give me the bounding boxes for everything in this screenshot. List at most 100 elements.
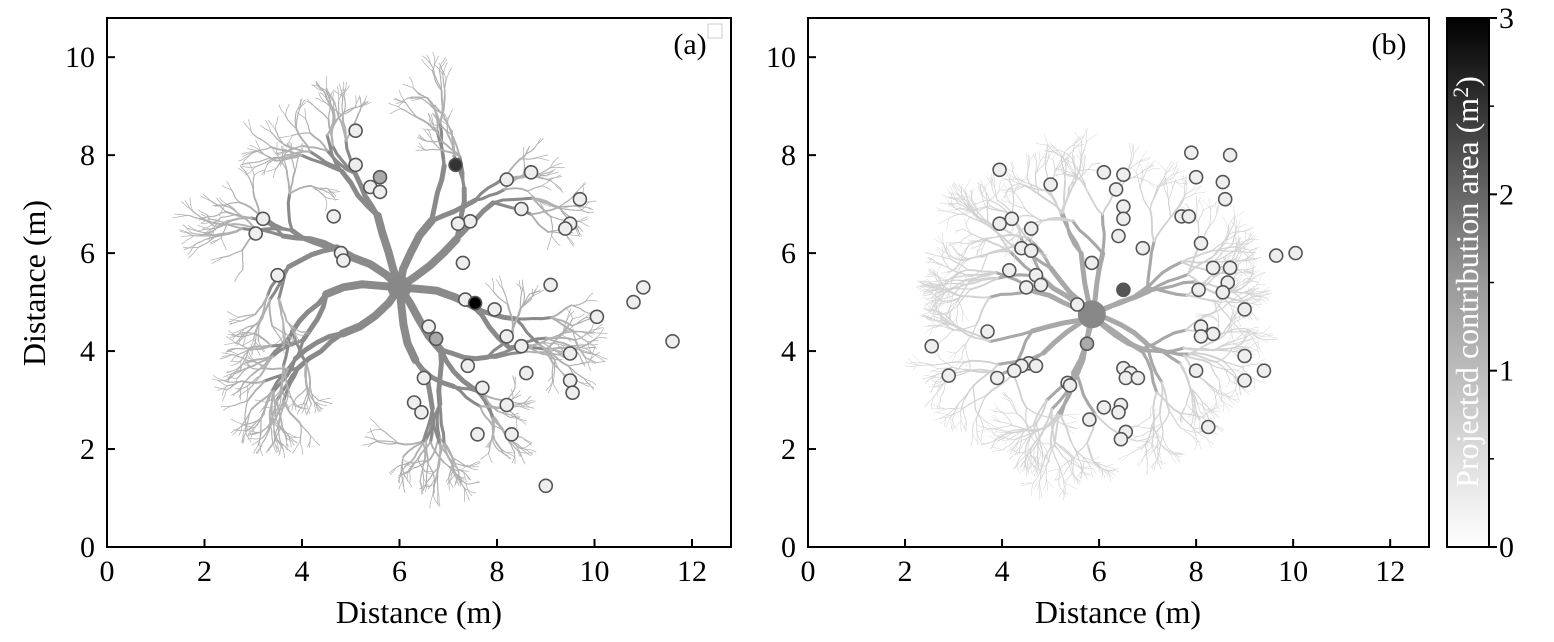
channel-segment — [1159, 412, 1164, 438]
channel-segment — [932, 381, 942, 386]
channel-segment — [933, 310, 936, 321]
channel-segment — [928, 327, 934, 338]
channel-segment — [314, 401, 328, 406]
points-a — [248, 123, 680, 494]
channel-segment — [1196, 197, 1202, 209]
channel-segment — [577, 380, 590, 387]
channel-segment — [1106, 470, 1114, 479]
channel-segment — [1027, 434, 1031, 456]
channel-segment — [559, 337, 572, 340]
channel-segment — [1179, 412, 1203, 418]
channel-segment — [388, 466, 398, 474]
channel-segment — [294, 332, 307, 336]
channel-segment — [1224, 254, 1232, 260]
channel-segment — [567, 361, 590, 367]
channel-segment — [182, 247, 199, 249]
channel-segment — [934, 415, 947, 421]
channel-segment — [1242, 276, 1256, 288]
channel-segment — [241, 161, 255, 165]
channel-segment — [254, 399, 268, 403]
data-point — [1215, 174, 1231, 190]
channel-segment — [404, 475, 413, 487]
channel-segment — [438, 121, 449, 136]
channel-segment — [451, 456, 460, 474]
colorbar-title-main: Projected contribution area (m — [1449, 98, 1485, 488]
channel-segment — [468, 460, 480, 467]
channel-segment — [422, 478, 425, 489]
channel-segment — [952, 419, 958, 431]
channel-segment — [1250, 330, 1259, 340]
channel-segment — [1140, 349, 1159, 394]
channel-segment — [274, 389, 282, 408]
channel-segment — [1024, 207, 1043, 222]
channel-segment — [964, 178, 972, 190]
channel-segment — [255, 139, 261, 152]
channel-segment — [579, 201, 590, 211]
channel-segment — [283, 389, 290, 408]
channel-segment — [306, 402, 311, 415]
channel-segment — [280, 443, 292, 453]
channel-segment — [254, 157, 275, 163]
drainage-network-a — [172, 51, 608, 509]
channel-segment — [240, 348, 250, 362]
channel-segment — [421, 406, 434, 445]
channel-segment — [1071, 456, 1089, 463]
channel-segment — [1121, 453, 1131, 462]
channel-segment — [1137, 457, 1144, 467]
channel-segment — [1239, 242, 1249, 248]
channel-segment — [328, 100, 336, 122]
channel-segment — [530, 213, 550, 233]
channel-segment — [552, 373, 555, 384]
channel-segment — [539, 201, 551, 208]
channel-segment — [493, 438, 504, 454]
data-point — [1288, 245, 1303, 261]
channel-segment — [1127, 154, 1134, 171]
channel-segment — [1160, 443, 1173, 454]
channel-segment — [1180, 427, 1193, 437]
channel-segment — [1224, 253, 1227, 262]
channel-segment — [1003, 189, 1009, 199]
channel-segment — [1106, 469, 1116, 471]
channel-segment — [234, 269, 243, 281]
channel-segment — [280, 367, 289, 390]
x-tick-label: 6 — [392, 555, 407, 588]
channel-segment — [593, 353, 606, 363]
channel-segment — [315, 80, 325, 92]
channel-segment — [936, 350, 941, 360]
channel-segment — [980, 180, 985, 189]
channel-segment — [937, 386, 940, 397]
channel-segment — [1225, 379, 1230, 388]
channel-segment — [1187, 340, 1215, 355]
channel-segment — [1065, 414, 1078, 420]
channel-segment — [431, 123, 443, 128]
channel-segment — [1004, 249, 1015, 257]
data-point — [499, 172, 515, 187]
channel-segment — [531, 197, 561, 209]
channel-segment — [1071, 474, 1080, 481]
channel-segment — [1046, 479, 1049, 492]
channel-segment — [942, 232, 945, 245]
channel-segment — [250, 357, 270, 377]
channel-segment — [967, 358, 971, 369]
channel-segment — [516, 417, 518, 429]
channel-segment — [570, 300, 587, 306]
channel-segment — [593, 353, 608, 360]
data-point — [992, 216, 1007, 231]
channel-segment — [975, 409, 984, 427]
channel-segment — [445, 67, 453, 80]
channel-segment — [1149, 441, 1157, 449]
channel-segment — [931, 403, 946, 410]
channel-segment — [473, 176, 506, 202]
channel-segment — [1219, 252, 1225, 260]
channel-segment — [429, 441, 445, 464]
channel-segment — [1218, 379, 1222, 394]
channel-segment — [936, 383, 944, 392]
x-tick-label: 0 — [100, 555, 115, 588]
channel-segment — [242, 150, 257, 157]
channel-segment — [1032, 399, 1048, 426]
channel-segment — [1016, 448, 1031, 454]
channel-segment — [933, 351, 941, 360]
channel-segment — [1106, 470, 1116, 477]
y-tick-label: 2 — [781, 433, 796, 466]
